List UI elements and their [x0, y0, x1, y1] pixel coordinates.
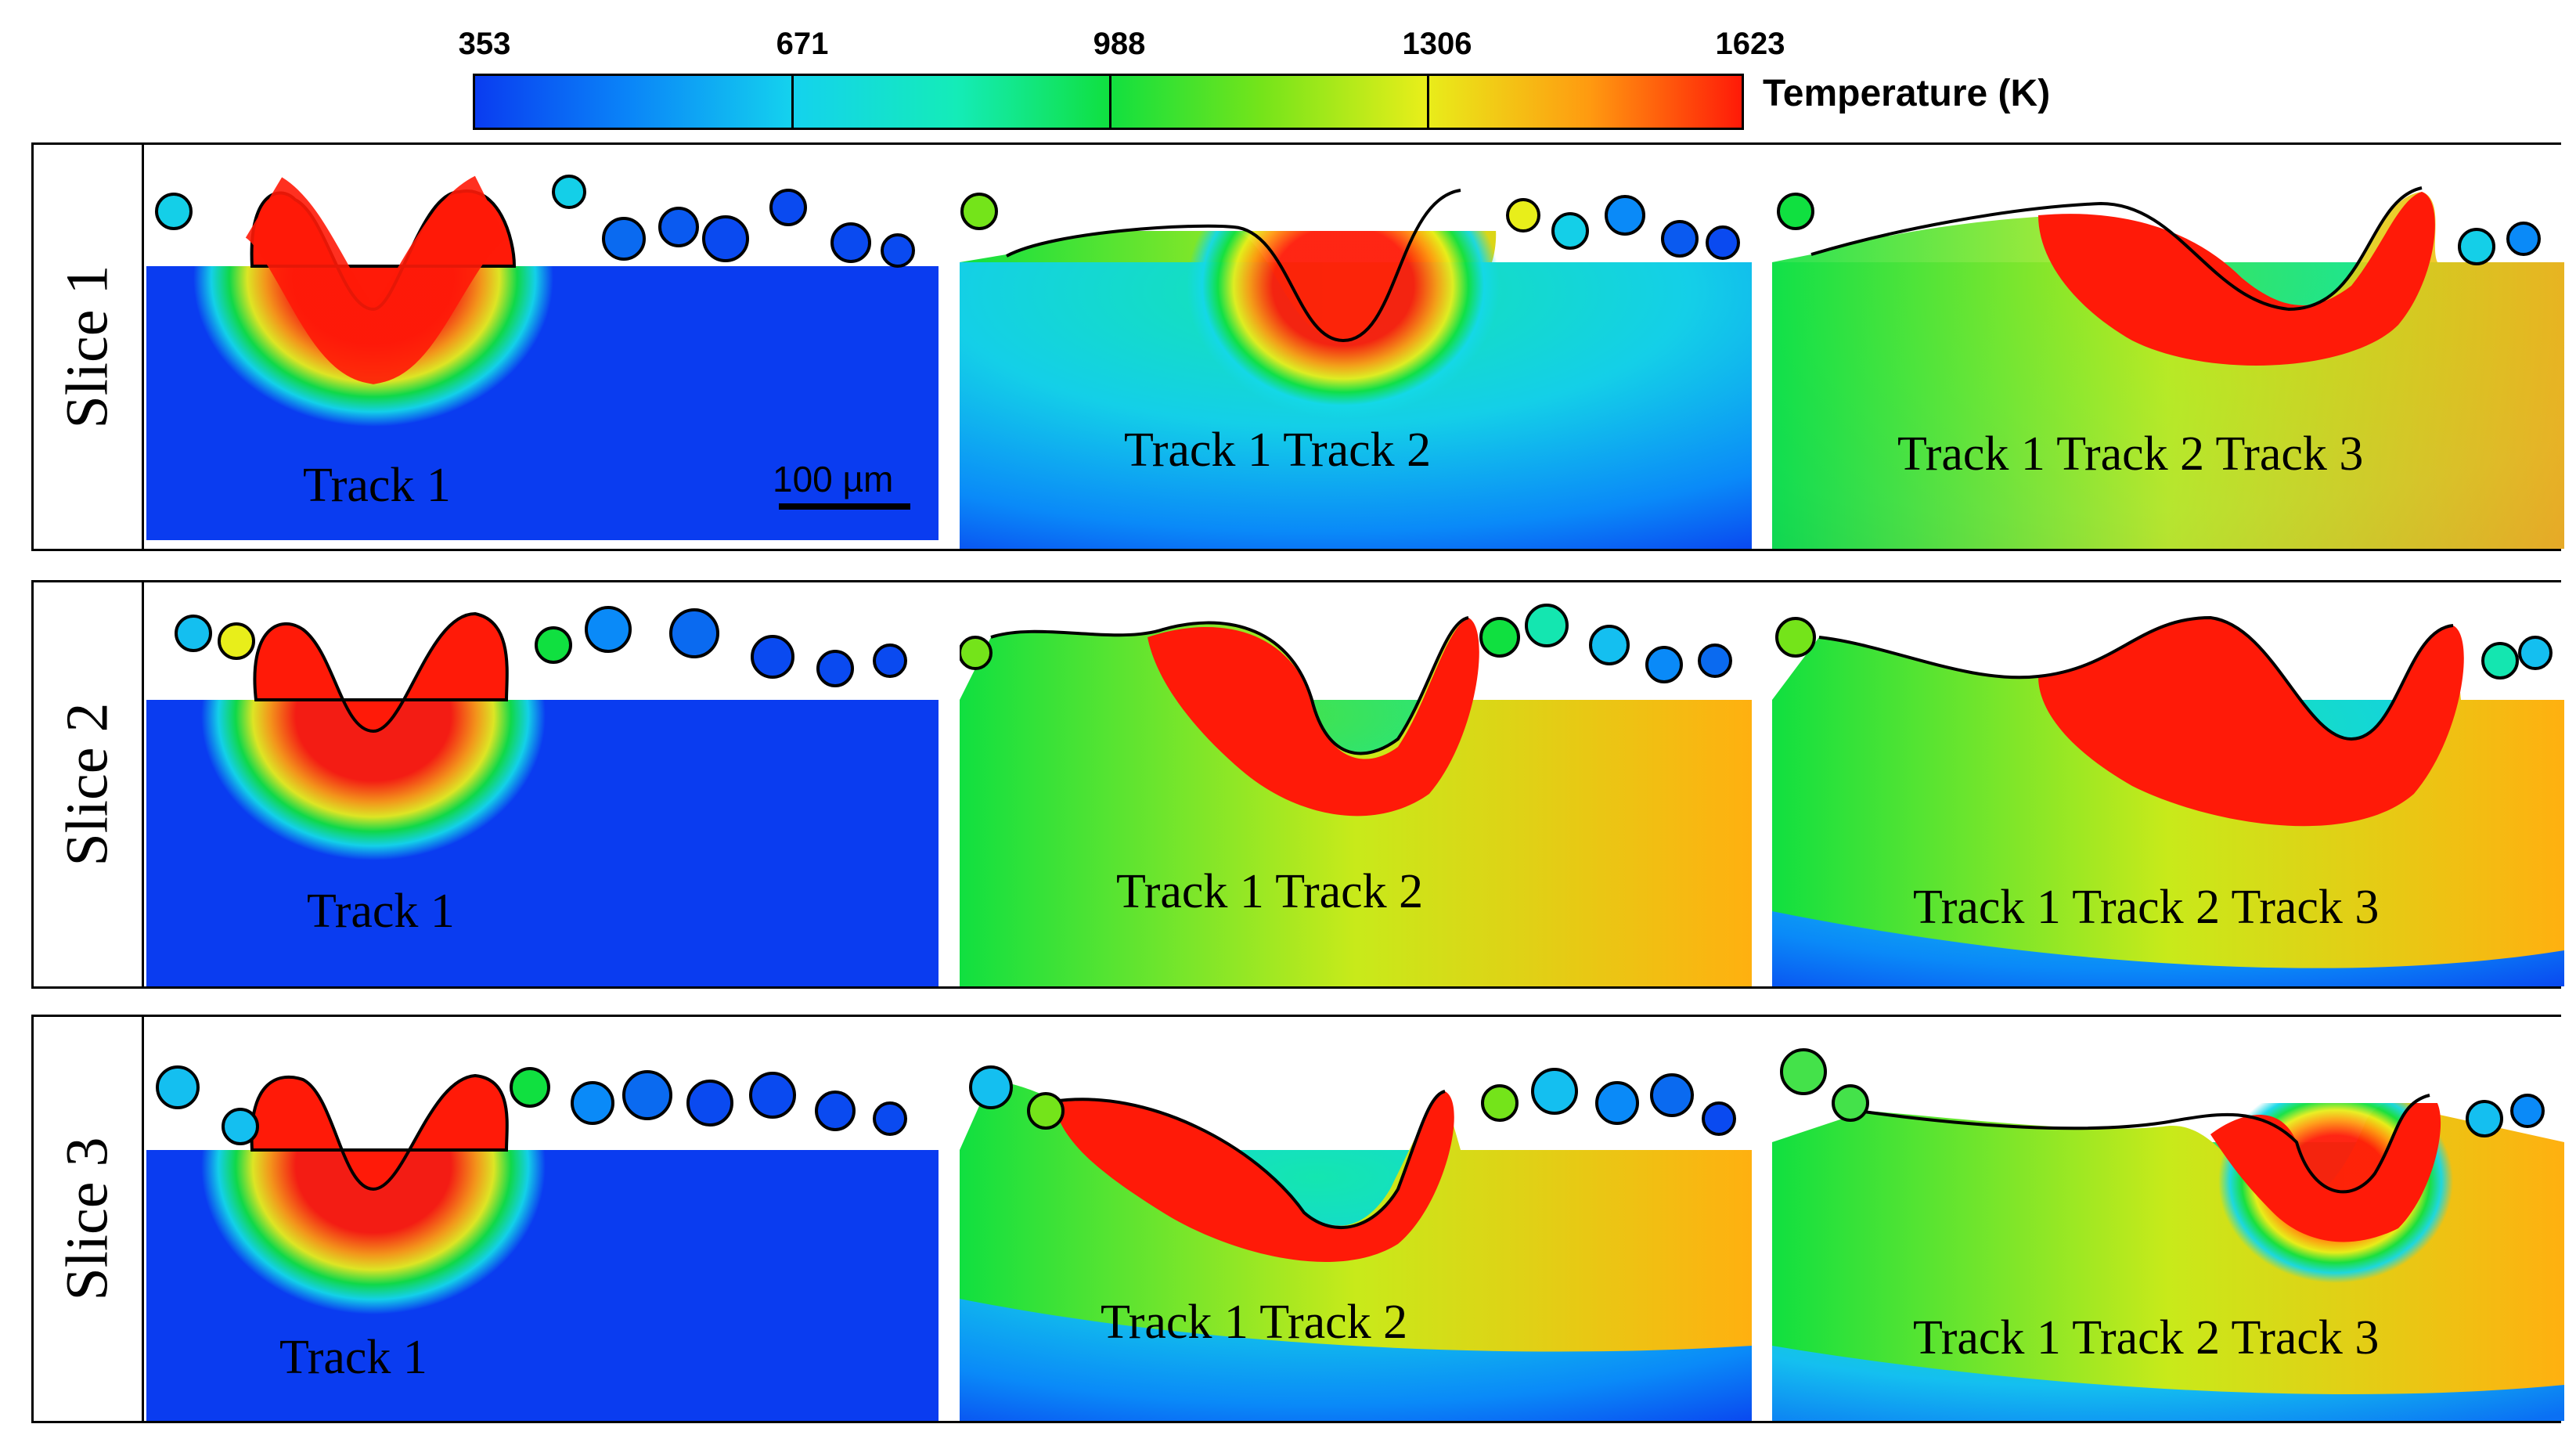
temperature-panel-track-1-2: Track 1 Track 2	[960, 1017, 1752, 1421]
slice-label: Slice 1	[54, 265, 121, 429]
colorbar-gradient	[473, 74, 1744, 130]
track-label: Track 1	[307, 885, 455, 938]
track-label: Track 1 Track 2	[1101, 1296, 1408, 1349]
slice-label-cell: Slice 2	[34, 582, 144, 986]
track-label: Track 1	[303, 459, 451, 512]
colorbar-tick-min: 353	[458, 27, 511, 61]
temperature-panel-track-1-2: Track 1 Track 2	[960, 582, 1752, 986]
track-label: Track 1 Track 2 Track 3	[1897, 427, 2364, 481]
track-label: Track 1	[279, 1331, 427, 1384]
temperature-panel-track-1-2: Track 1 Track 2	[960, 145, 1752, 549]
slice-label-cell: Slice 3	[34, 1017, 144, 1421]
track-label: Track 1 Track 2 Track 3	[1913, 881, 2380, 934]
slice-label: Slice 3	[54, 1137, 121, 1301]
colorbar-tick-3: 988	[1093, 27, 1146, 61]
colorbar-tick-2: 671	[776, 27, 829, 61]
temperature-panel-track-1-2-3: Track 1 Track 2 Track 3	[1772, 145, 2564, 549]
colorbar-divider	[1427, 76, 1429, 128]
temperature-panel-track-1: Track 1 100 µm	[146, 145, 939, 549]
track-label: Track 1 Track 2	[1124, 424, 1432, 477]
colorbar-divider	[1109, 76, 1111, 128]
track-label: Track 1 Track 2	[1116, 865, 1424, 918]
temperature-colorbar: 353 671 988 1306 1623 Temperature (K)	[0, 0, 2576, 137]
track-label: Track 1 Track 2 Track 3	[1913, 1311, 2380, 1364]
colorbar-title: Temperature (K)	[1763, 73, 2051, 114]
colorbar-tick-4: 1306	[1402, 27, 1472, 61]
temperature-panel-track-1-2-3: Track 1 Track 2 Track 3	[1772, 1017, 2564, 1421]
scale-bar	[779, 503, 910, 510]
slice-row-3: Slice 3 Track 1	[31, 1015, 2564, 1423]
slice-row-1: Slice 1 Track 1 100 µm	[31, 142, 2564, 551]
colorbar-divider	[791, 76, 794, 128]
slice-label: Slice 2	[54, 702, 121, 867]
slice-row-2: Slice 2 Track 1	[31, 580, 2564, 989]
scale-bar-label: 100 µm	[773, 459, 894, 499]
colorbar-tick-max: 1623	[1715, 27, 1785, 61]
temperature-panel-track-1: Track 1	[146, 582, 939, 986]
temperature-panel-track-1-2-3: Track 1 Track 2 Track 3	[1772, 582, 2564, 986]
temperature-panel-track-1: Track 1	[146, 1017, 939, 1421]
slice-label-cell: Slice 1	[34, 145, 144, 549]
